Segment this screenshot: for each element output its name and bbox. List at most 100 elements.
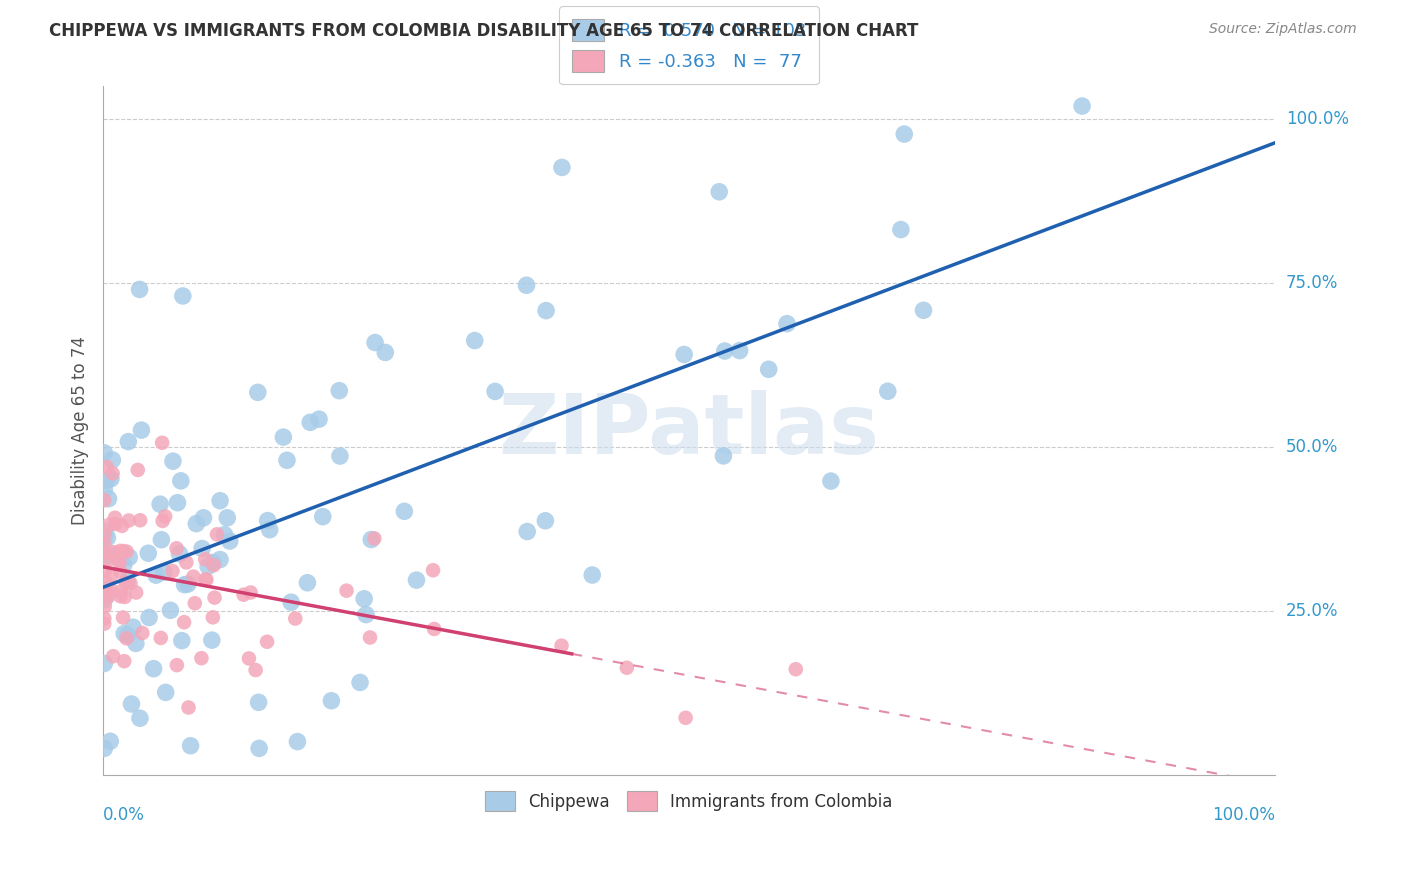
Point bbox=[108, 544, 131, 558]
Text: CHIPPEWA VS IMMIGRANTS FROM COLOMBIA DISABILITY AGE 65 TO 74 CORRELATION CHART: CHIPPEWA VS IMMIGRANTS FROM COLOMBIA DIS… bbox=[49, 22, 918, 40]
Point bbox=[125, 585, 148, 599]
Text: 75.0%: 75.0% bbox=[1286, 274, 1339, 292]
Point bbox=[93, 446, 115, 460]
Point bbox=[131, 423, 153, 437]
Point bbox=[97, 491, 120, 506]
Point bbox=[713, 344, 735, 359]
Point bbox=[107, 551, 129, 566]
Point bbox=[145, 568, 167, 582]
Point bbox=[100, 568, 122, 582]
Point bbox=[422, 563, 444, 577]
Point bbox=[201, 610, 224, 624]
Point bbox=[96, 460, 118, 475]
Point bbox=[93, 657, 115, 671]
Point bbox=[149, 631, 172, 645]
Point bbox=[374, 345, 396, 359]
Point bbox=[93, 545, 115, 559]
Point bbox=[550, 639, 572, 653]
Point bbox=[328, 384, 350, 398]
Point bbox=[246, 385, 269, 400]
Point bbox=[93, 616, 115, 631]
Point bbox=[912, 303, 935, 318]
Point bbox=[127, 463, 149, 477]
Point bbox=[484, 384, 506, 399]
Point bbox=[515, 278, 537, 293]
Point bbox=[197, 559, 219, 574]
Point bbox=[104, 510, 127, 524]
Point bbox=[149, 497, 172, 511]
Point bbox=[276, 453, 298, 467]
Point bbox=[193, 511, 215, 525]
Point bbox=[238, 651, 260, 665]
Point bbox=[312, 509, 335, 524]
Text: Source: ZipAtlas.com: Source: ZipAtlas.com bbox=[1209, 22, 1357, 37]
Point bbox=[122, 620, 145, 634]
Point bbox=[675, 711, 697, 725]
Point bbox=[153, 509, 176, 524]
Point bbox=[115, 544, 138, 558]
Point bbox=[673, 347, 696, 361]
Point bbox=[162, 564, 184, 578]
Point bbox=[100, 582, 122, 597]
Point bbox=[297, 575, 319, 590]
Point bbox=[101, 467, 124, 481]
Point bbox=[209, 493, 232, 508]
Point bbox=[190, 651, 212, 665]
Point bbox=[93, 528, 115, 542]
Point bbox=[360, 533, 382, 547]
Point bbox=[94, 582, 117, 597]
Point bbox=[423, 622, 446, 636]
Point bbox=[299, 415, 322, 429]
Point bbox=[349, 675, 371, 690]
Point bbox=[201, 556, 224, 570]
Point bbox=[93, 587, 115, 601]
Point bbox=[551, 161, 574, 175]
Point bbox=[820, 474, 842, 488]
Point bbox=[195, 573, 218, 587]
Point bbox=[534, 514, 557, 528]
Point bbox=[204, 591, 226, 605]
Point bbox=[247, 741, 270, 756]
Point bbox=[159, 603, 181, 617]
Legend: Chippewa, Immigrants from Colombia: Chippewa, Immigrants from Colombia bbox=[478, 784, 900, 818]
Point bbox=[183, 569, 205, 583]
Point bbox=[118, 550, 141, 565]
Point bbox=[890, 222, 912, 236]
Text: ZIPatlas: ZIPatlas bbox=[498, 390, 879, 471]
Point bbox=[464, 334, 486, 348]
Point bbox=[129, 711, 152, 725]
Point bbox=[169, 547, 191, 561]
Point bbox=[247, 695, 270, 709]
Point bbox=[112, 544, 135, 558]
Point bbox=[353, 591, 375, 606]
Point bbox=[202, 558, 225, 573]
Point bbox=[280, 595, 302, 609]
Point bbox=[394, 504, 416, 518]
Point bbox=[112, 626, 135, 640]
Point bbox=[308, 412, 330, 426]
Point bbox=[259, 523, 281, 537]
Point bbox=[893, 127, 915, 141]
Point bbox=[166, 541, 188, 556]
Point bbox=[256, 514, 278, 528]
Point bbox=[108, 565, 131, 579]
Point bbox=[534, 303, 557, 318]
Point bbox=[101, 545, 124, 559]
Point bbox=[131, 626, 153, 640]
Point bbox=[136, 546, 159, 560]
Point bbox=[217, 510, 239, 524]
Point bbox=[194, 552, 217, 566]
Point bbox=[93, 599, 115, 614]
Point bbox=[128, 282, 150, 296]
Point bbox=[100, 472, 122, 486]
Point bbox=[98, 517, 121, 532]
Point bbox=[150, 533, 173, 547]
Point bbox=[98, 734, 121, 748]
Point bbox=[256, 634, 278, 648]
Point bbox=[180, 739, 202, 753]
Point bbox=[96, 474, 118, 488]
Point bbox=[112, 558, 135, 572]
Point bbox=[335, 583, 357, 598]
Point bbox=[125, 636, 148, 650]
Point bbox=[354, 607, 377, 622]
